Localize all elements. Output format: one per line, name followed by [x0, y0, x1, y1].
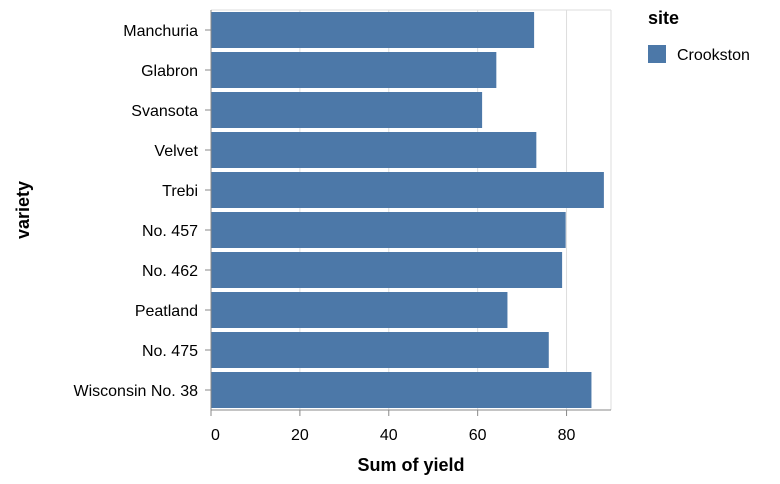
bars: [211, 12, 604, 408]
y-tick-label: Velvet: [154, 143, 198, 160]
legend-swatch-crookston: [648, 45, 666, 63]
x-tick-label: 0: [211, 427, 220, 444]
bar-no-457: [211, 212, 566, 248]
y-tick-label: Manchuria: [123, 23, 198, 40]
x-tick-label: 80: [558, 427, 576, 444]
y-tick-label: Peatland: [135, 303, 198, 320]
y-tick-label: No. 475: [142, 343, 198, 360]
axes: Manchuria Glabron Svansota Velvet Trebi No. 4…: [74, 10, 611, 444]
legend-title: site: [648, 8, 679, 28]
x-tick-label: 20: [291, 427, 309, 444]
bar-glabron: [211, 52, 497, 88]
bar-no-475: [211, 332, 549, 368]
y-tick-label: Svansota: [131, 103, 198, 120]
legend: site Crookston: [648, 8, 750, 64]
bar-velvet: [211, 132, 537, 168]
y-axis-title: variety: [13, 181, 33, 239]
y-tick-label: Wisconsin No. 38: [74, 383, 199, 400]
bar-trebi: [211, 172, 604, 208]
y-tick-label: No. 457: [142, 223, 198, 240]
bar-no-462: [211, 252, 563, 288]
y-tick-label: Trebi: [162, 183, 198, 200]
bar-manchuria: [211, 12, 535, 48]
y-tick-label: Glabron: [141, 63, 198, 80]
bar-svansota: [211, 92, 483, 128]
x-tick-label: 40: [380, 427, 398, 444]
bar-peatland: [211, 292, 508, 328]
legend-label-crookston: Crookston: [677, 47, 750, 64]
x-axis-title: Sum of yield: [357, 455, 464, 475]
bar-wisconsin-no-38: [211, 372, 592, 408]
y-tick-label: No. 462: [142, 263, 198, 280]
x-tick-label: 60: [469, 427, 487, 444]
